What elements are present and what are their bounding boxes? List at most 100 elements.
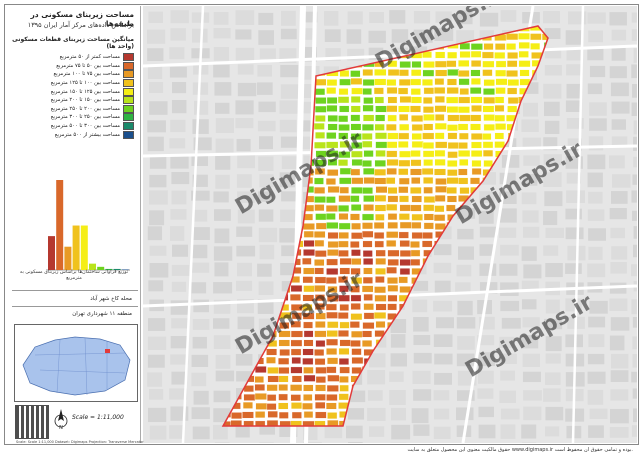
parcel (363, 303, 374, 311)
parcel (387, 114, 397, 122)
parcel (375, 257, 387, 265)
city-block (631, 12, 637, 23)
parcel (230, 412, 243, 420)
city-block (171, 190, 187, 205)
parcel (303, 267, 315, 275)
city-block (457, 336, 475, 350)
city-block (632, 83, 637, 98)
parcel (255, 411, 266, 419)
parcel (314, 267, 325, 275)
parcel (470, 150, 483, 158)
city-block (279, 228, 298, 243)
parcel (398, 159, 411, 167)
city-block (434, 28, 454, 42)
parcel (267, 366, 280, 374)
parcel (314, 349, 325, 357)
city-block (479, 244, 494, 256)
parcel (278, 411, 289, 419)
parcel (399, 96, 412, 103)
city-block (610, 262, 627, 274)
city-block (213, 47, 229, 61)
city-block (435, 317, 454, 329)
city-block (523, 102, 538, 117)
parcel (373, 232, 385, 239)
city-block (280, 28, 297, 40)
parcel (302, 304, 313, 311)
city-block (257, 299, 274, 314)
parcel (398, 132, 410, 140)
parcel (410, 204, 422, 212)
parcel (290, 366, 303, 374)
city-block (435, 11, 452, 23)
city-block (457, 246, 475, 260)
parcel (338, 240, 349, 248)
city-block (258, 156, 274, 171)
histogram-bar (80, 225, 88, 270)
histogram-bar (89, 263, 96, 270)
legend-swatch (123, 70, 134, 79)
city-block (521, 299, 537, 310)
parcel (350, 133, 362, 141)
parcel (410, 96, 423, 104)
parcel (507, 52, 519, 59)
parcel (325, 277, 337, 284)
city-block (214, 82, 232, 96)
histogram-bar (64, 246, 72, 270)
parcel (386, 203, 398, 211)
legend-swatch (123, 53, 134, 62)
parcel (326, 330, 338, 338)
city-block (544, 28, 561, 40)
parcel (266, 394, 277, 402)
parcel (375, 186, 388, 194)
parcel (303, 374, 316, 382)
parcel (337, 96, 350, 104)
city-block (214, 228, 230, 244)
parcel (350, 77, 363, 85)
parcel (338, 151, 351, 159)
legend-item: مساحت بین ۷۵ تا ۱۰۰ مترمربع (12, 70, 134, 79)
parcel (422, 176, 434, 184)
parcel (266, 403, 277, 411)
city-block (589, 65, 606, 78)
parcel (483, 114, 496, 122)
parcel (302, 276, 314, 284)
city-block (235, 425, 250, 438)
city-block (611, 136, 628, 148)
parcel (326, 79, 338, 87)
city-block (478, 210, 494, 224)
city-block (213, 12, 229, 25)
city-block (609, 298, 628, 312)
parcel (350, 267, 361, 275)
city-block (170, 154, 189, 169)
parcel (481, 133, 492, 141)
parcel (399, 204, 412, 212)
parcel (482, 60, 495, 68)
road-east (571, 6, 585, 443)
parcel (314, 115, 326, 122)
histogram-bar (97, 266, 105, 270)
city-block (369, 353, 386, 368)
city-block (214, 209, 231, 221)
city-block (147, 120, 166, 133)
parcel (361, 213, 375, 221)
parcel (351, 159, 363, 166)
city-block (236, 262, 253, 277)
north-arrow-icon: N (54, 407, 68, 431)
parcel (386, 277, 399, 285)
legend-label: مساحت بین ۱۵۰ تا ۲۰۰ مترمربع (50, 97, 120, 104)
parcel (325, 402, 337, 410)
map-canvas[interactable]: Digimaps.ir Digimaps.ir Digimaps.ir Digi… (143, 6, 637, 443)
parcel (494, 96, 505, 104)
city-block (413, 335, 431, 346)
parcel (326, 366, 337, 374)
parcel (361, 140, 373, 148)
parcel (315, 159, 327, 167)
parcel (507, 97, 519, 105)
parcel (446, 124, 459, 132)
city-block (169, 138, 186, 149)
parcel (399, 195, 409, 203)
parcel (457, 123, 469, 131)
city-block (148, 318, 166, 331)
parcel (374, 168, 387, 176)
city-block (500, 10, 517, 22)
